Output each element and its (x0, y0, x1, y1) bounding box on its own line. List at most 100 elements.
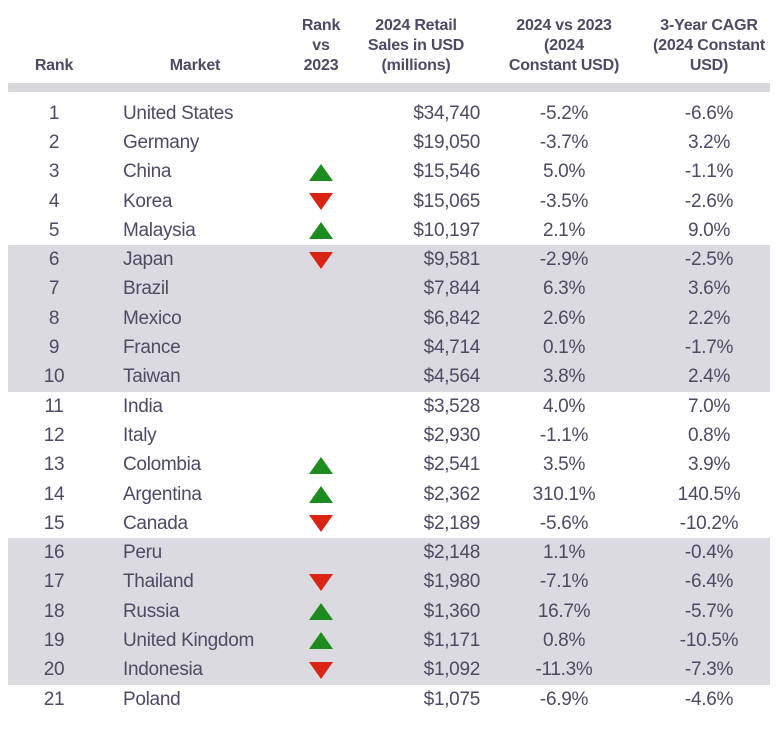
rank-change-cell (290, 515, 352, 533)
up-triangle-icon (309, 163, 333, 181)
sales-cell: $2,930 (423, 424, 481, 446)
rank-cell: 9 (48, 337, 60, 359)
table-row: 17 Thailand $1,980 -7.1% -6.4% (8, 567, 770, 598)
up-triangle-icon (309, 603, 333, 621)
table-row: 3 China $15,546 5.0% -1.1% (8, 158, 770, 187)
sales-cell: $7,844 (423, 278, 481, 300)
market-cell: Thailand (123, 571, 194, 593)
yoy-cell: 5.0% (542, 161, 586, 183)
market-cell: Indonesia (123, 659, 203, 681)
table-header-row: Rank Market Rank vs 2023 2024 Retail Sal… (8, 0, 770, 83)
table-row: 15 Canada $2,189 -5.6% -10.2% (8, 509, 770, 538)
cagr-cell: -10.5% (679, 629, 739, 651)
market-cell: China (123, 161, 172, 183)
cagr-cell: -4.6% (684, 688, 734, 710)
rank-change-cell (290, 456, 352, 474)
down-triangle-icon (309, 193, 333, 211)
column-header-rank: Rank (34, 57, 74, 74)
cagr-cell: -10.2% (679, 512, 739, 534)
table-body: 1 United States $34,740 -5.2% -6.6% 2 Ge… (0, 99, 778, 714)
rank-cell: 16 (43, 542, 65, 564)
sales-cell: $2,148 (423, 542, 481, 564)
sales-cell: $1,092 (423, 659, 481, 681)
table-row: 20 Indonesia $1,092 -11.3% -7.3% (8, 655, 770, 685)
sales-cell: $2,362 (423, 483, 481, 505)
yoy-cell: -2.9% (539, 249, 589, 271)
market-cell: Japan (123, 249, 174, 271)
cagr-cell: -0.4% (684, 542, 734, 564)
market-cell: Germany (123, 131, 200, 153)
sales-cell: $15,065 (413, 190, 480, 212)
table-row: 6 Japan $9,581 -2.9% -2.5% (8, 245, 770, 275)
up-triangle-icon (309, 222, 333, 240)
cagr-cell: -5.7% (684, 600, 734, 622)
sales-cell: $2,541 (423, 454, 481, 476)
market-cell: Colombia (123, 454, 201, 476)
column-header-rank-vs-2023: Rank vs 2023 (301, 17, 341, 74)
yoy-cell: 2.1% (542, 219, 586, 241)
rank-change-cell (290, 632, 352, 650)
sales-cell: $4,564 (423, 366, 481, 388)
cagr-cell: -1.1% (684, 161, 734, 183)
rank-change-cell (290, 251, 352, 269)
cagr-cell: 140.5% (677, 483, 741, 505)
market-cell: United Kingdom (123, 629, 254, 651)
table-row: 13 Colombia $2,541 3.5% 3.9% (8, 451, 770, 480)
sales-cell: $1,980 (423, 571, 481, 593)
yoy-cell: 6.3% (542, 278, 586, 300)
rank-cell: 19 (43, 629, 65, 651)
table-row: 1 United States $34,740 -5.2% -6.6% (8, 99, 770, 128)
table-row: 16 Peru $2,148 1.1% -0.4% (8, 538, 770, 568)
cagr-cell: -7.3% (684, 659, 734, 681)
yoy-cell: 4.0% (542, 395, 586, 417)
sales-cell: $2,189 (423, 512, 481, 534)
rank-change-cell (290, 193, 352, 211)
yoy-cell: -5.6% (539, 512, 589, 534)
market-cell: Peru (123, 542, 162, 564)
yoy-cell: -3.7% (539, 131, 589, 153)
market-cell: Italy (123, 424, 157, 446)
cagr-cell: -2.6% (684, 190, 734, 212)
market-cell: Russia (123, 600, 180, 622)
rank-cell: 8 (48, 307, 60, 329)
yoy-cell: 0.1% (542, 337, 586, 359)
down-triangle-icon (309, 661, 333, 679)
rank-cell: 3 (48, 161, 60, 183)
cagr-cell: 7.0% (687, 395, 731, 417)
table-row: 4 Korea $15,065 -3.5% -2.6% (8, 187, 770, 216)
rank-cell: 21 (43, 688, 65, 710)
yoy-cell: 3.8% (542, 366, 586, 388)
table-row: 12 Italy $2,930 -1.1% 0.8% (8, 421, 770, 450)
market-cell: Korea (123, 190, 173, 212)
down-triangle-icon (309, 573, 333, 591)
market-cell: India (123, 395, 163, 417)
cagr-cell: 3.6% (687, 278, 731, 300)
cagr-cell: 2.2% (687, 307, 731, 329)
rank-cell: 1 (48, 102, 60, 124)
table-row: 11 India $3,528 4.0% 7.0% (8, 392, 770, 421)
table-row: 9 France $4,714 0.1% -1.7% (8, 333, 770, 363)
cagr-cell: -2.5% (684, 249, 734, 271)
rank-cell: 12 (43, 424, 65, 446)
table-row: 19 United Kingdom $1,171 0.8% -10.5% (8, 626, 770, 656)
rank-cell: 18 (43, 600, 65, 622)
market-cell: Taiwan (123, 366, 181, 388)
sales-cell: $3,528 (423, 395, 481, 417)
yoy-cell: 1.1% (542, 542, 586, 564)
up-triangle-icon (309, 632, 333, 650)
cagr-cell: 0.8% (687, 424, 731, 446)
sales-cell: $34,740 (413, 102, 480, 124)
yoy-cell: -1.1% (539, 424, 589, 446)
up-triangle-icon (309, 486, 333, 503)
market-cell: France (123, 337, 181, 359)
rank-cell: 5 (48, 219, 60, 241)
rank-cell: 4 (48, 190, 60, 212)
rank-cell: 7 (48, 278, 60, 300)
cagr-cell: 3.9% (687, 454, 731, 476)
market-cell: United States (123, 102, 234, 124)
yoy-cell: 2.6% (542, 307, 586, 329)
rank-change-cell (290, 661, 352, 679)
rank-change-cell (290, 573, 352, 591)
cagr-cell: -6.6% (684, 102, 734, 124)
